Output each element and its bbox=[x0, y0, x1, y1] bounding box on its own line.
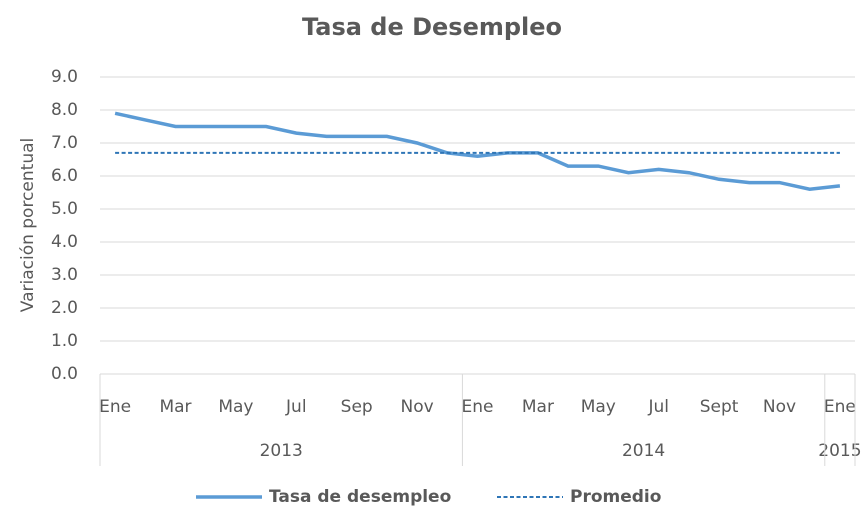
x-tick-label: Ene bbox=[99, 397, 131, 417]
x-tick-label: Nov bbox=[763, 397, 796, 417]
y-tick-label: 4.0 bbox=[51, 232, 78, 252]
y-tick-label: 7.0 bbox=[51, 133, 78, 153]
y-tick-label: 6.0 bbox=[51, 166, 78, 186]
legend-label: Tasa de desempleo bbox=[269, 487, 451, 507]
x-tick-label: Ene bbox=[462, 397, 494, 417]
x-group-label: 2014 bbox=[622, 441, 665, 461]
x-tick-label: Sept bbox=[700, 397, 739, 417]
x-tick-label: May bbox=[581, 397, 616, 417]
x-tick-label: May bbox=[218, 397, 253, 417]
x-tick-label: Mar bbox=[522, 397, 554, 417]
y-tick-label: 0.0 bbox=[51, 364, 78, 384]
x-tick-label: Sep bbox=[341, 397, 373, 417]
y-tick-label: 8.0 bbox=[51, 100, 78, 120]
y-tick-label: 9.0 bbox=[51, 67, 78, 87]
line-series bbox=[114, 111, 841, 191]
legend-label: Promedio bbox=[570, 487, 661, 507]
x-tick-label: Mar bbox=[159, 397, 191, 417]
x-tick-label: Nov bbox=[401, 397, 434, 417]
x-tick-label: Ene bbox=[824, 397, 856, 417]
x-group-label: 2013 bbox=[260, 441, 303, 461]
x-tick-label: Jul bbox=[647, 397, 669, 417]
x-tick-label: Jul bbox=[285, 397, 307, 417]
y-tick-label: 5.0 bbox=[51, 199, 78, 219]
y-tick-label: 3.0 bbox=[51, 265, 78, 285]
y-axis-label: Variación porcentual bbox=[18, 138, 38, 312]
y-tick-label: 2.0 bbox=[51, 298, 78, 318]
x-group-label: 2015 bbox=[818, 441, 861, 461]
y-tick-label: 1.0 bbox=[51, 331, 78, 351]
chart-title: Tasa de Desempleo bbox=[302, 13, 562, 41]
